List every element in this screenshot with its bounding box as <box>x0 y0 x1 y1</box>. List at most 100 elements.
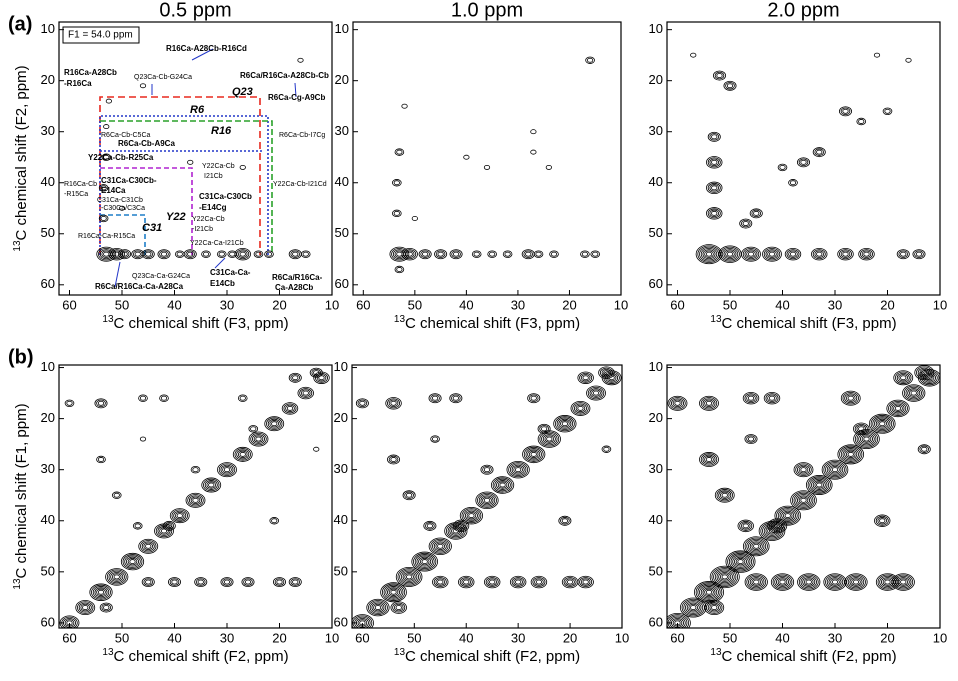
contour-ring <box>461 508 482 524</box>
peak <box>770 573 795 591</box>
contour-ring <box>603 370 610 376</box>
contour-ring <box>390 601 407 614</box>
contour-ring <box>704 455 714 464</box>
contour-ring <box>912 249 926 260</box>
peak <box>159 394 169 402</box>
contour-ring <box>290 374 301 382</box>
contour-ring <box>721 492 728 498</box>
contour-ring <box>313 370 320 376</box>
contour-ring <box>797 573 821 591</box>
contour-ring <box>169 578 180 586</box>
contour-ring <box>253 435 264 443</box>
contour-ring <box>78 602 92 613</box>
contour-ring <box>816 251 823 257</box>
peak <box>917 444 931 455</box>
contour-ring <box>566 579 574 585</box>
contour-ring <box>709 133 720 141</box>
contour-ring <box>141 249 155 260</box>
contour-ring <box>492 477 513 493</box>
axis-label-sup: 13 <box>102 647 114 658</box>
contour-ring <box>923 372 937 383</box>
contour-ring <box>774 523 781 529</box>
contour-ring <box>140 540 157 553</box>
contour-ring <box>837 444 865 465</box>
contour-ring <box>499 482 506 488</box>
contour-ring <box>914 365 935 381</box>
contour-ring <box>388 455 399 464</box>
contour-ring <box>94 398 108 409</box>
contour-ring <box>840 390 861 406</box>
contour-ring <box>872 416 893 432</box>
x-tick-label: 30 <box>828 297 842 312</box>
annotation: C31Ca-C30Cb- <box>101 176 157 185</box>
contour-ring <box>97 589 105 595</box>
peak <box>387 454 401 465</box>
contour-ring <box>515 467 522 473</box>
contour-ring <box>404 573 414 581</box>
contour-ring <box>726 251 734 257</box>
annotation-box <box>62 26 140 44</box>
x-tick-label: 60 <box>670 297 684 312</box>
contour-ring <box>706 207 723 220</box>
contour-ring <box>272 577 286 587</box>
panel-title: 2.0 ppm <box>767 0 839 21</box>
contour-ring <box>746 538 767 554</box>
contour-ring <box>169 508 190 524</box>
contour-ring <box>120 552 145 571</box>
contour-ring <box>767 250 777 258</box>
peak <box>194 577 208 587</box>
contour-ring <box>746 574 767 590</box>
contour-ring <box>590 250 601 258</box>
peak <box>679 597 707 618</box>
panel-label: (a) <box>8 13 32 35</box>
contour-ring <box>919 445 930 453</box>
y-tick-label: 40 <box>334 512 348 527</box>
y-tick-label: 60 <box>649 614 663 629</box>
contour-ring <box>483 497 491 503</box>
contour-ring <box>748 575 765 589</box>
contour-ring <box>232 446 253 462</box>
contour-ring <box>779 509 796 522</box>
contour-ring <box>683 600 704 616</box>
contour-ring <box>739 520 753 531</box>
contour-ring <box>554 416 575 432</box>
contour-ring <box>879 421 886 427</box>
y-tick-label: 60 <box>41 276 55 291</box>
contour-ring <box>483 164 491 170</box>
contour-ring <box>108 247 125 261</box>
contour-ring <box>702 249 716 260</box>
contour-ring <box>223 579 231 585</box>
contour-ring <box>366 598 390 617</box>
peak <box>699 452 719 467</box>
contour-ring <box>705 589 713 595</box>
contour-ring <box>255 251 262 257</box>
plot-frame <box>58 21 333 296</box>
contour-ring <box>893 370 914 386</box>
peak <box>428 537 452 555</box>
peak <box>762 246 782 262</box>
contour-ring <box>805 579 812 585</box>
peak <box>487 250 497 258</box>
contour-ring <box>393 180 400 186</box>
contour-ring <box>747 395 755 401</box>
peak <box>132 522 143 530</box>
axis-label-sup: 13 <box>394 314 406 325</box>
contour-ring <box>216 250 227 258</box>
contour-ring <box>723 80 737 91</box>
contour-ring <box>791 491 816 510</box>
contour-ring <box>444 522 468 540</box>
contour-ring <box>160 251 168 257</box>
x-tick-label: 20 <box>880 630 894 645</box>
contour-ring <box>873 52 881 58</box>
contour-ring <box>126 556 140 567</box>
contour-ring <box>431 436 439 442</box>
peak <box>840 390 861 406</box>
contour-ring <box>171 579 178 585</box>
contour-ring <box>889 402 907 415</box>
contour-ring <box>587 386 605 400</box>
contour-ring <box>449 393 463 404</box>
peak <box>220 577 234 587</box>
contour-ring <box>800 467 807 473</box>
contour-ring <box>220 464 234 475</box>
